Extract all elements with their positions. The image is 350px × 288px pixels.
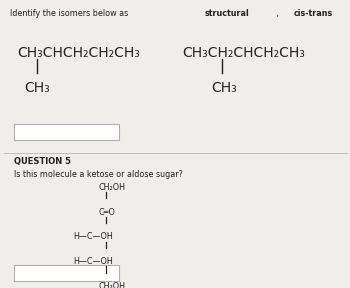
FancyBboxPatch shape	[14, 124, 119, 140]
Text: H—C—OH: H—C—OH	[74, 257, 113, 266]
Text: CH₃: CH₃	[24, 81, 50, 95]
Text: CH₃: CH₃	[212, 81, 238, 95]
Text: cis-trans: cis-trans	[293, 9, 332, 18]
Text: CH₂OH: CH₂OH	[98, 183, 125, 192]
Text: Identify the isomers below as: Identify the isomers below as	[10, 9, 131, 18]
Text: QUESTION 5: QUESTION 5	[14, 157, 71, 166]
Text: CH₃CHCH₂CH₂CH₃: CH₃CHCH₂CH₂CH₃	[18, 46, 140, 60]
Text: ,: ,	[274, 9, 281, 18]
Text: structural: structural	[205, 9, 250, 18]
FancyBboxPatch shape	[14, 265, 119, 281]
Text: C═O: C═O	[98, 208, 115, 217]
Text: Is this molecule a ketose or aldose sugar?: Is this molecule a ketose or aldose suga…	[14, 170, 183, 179]
Text: CH₂OH: CH₂OH	[98, 282, 125, 288]
Text: CH₃CH₂CHCH₂CH₃: CH₃CH₂CHCH₂CH₃	[182, 46, 305, 60]
Text: H—C—OH: H—C—OH	[74, 232, 113, 241]
